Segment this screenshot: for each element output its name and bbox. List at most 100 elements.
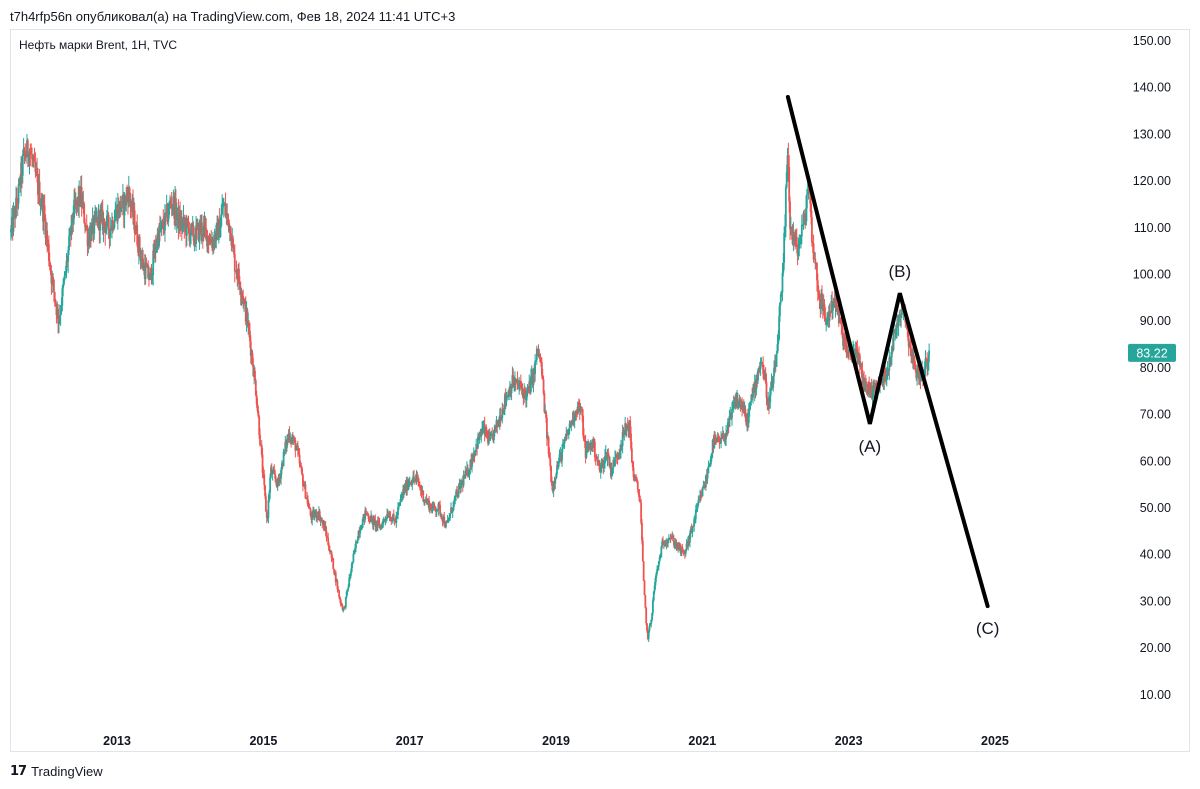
candle-body [306, 497, 309, 500]
candle-body [769, 390, 772, 396]
candle-body [443, 516, 446, 526]
candle-body [246, 309, 249, 327]
tradingview-footer[interactable]: 𝟭𝟳 TradingView [10, 763, 103, 779]
candle-body [266, 517, 269, 519]
candle-body [480, 434, 483, 437]
candle-body [435, 511, 438, 513]
candle-body [114, 213, 117, 221]
candle-body [111, 220, 114, 230]
candle-body [915, 370, 918, 378]
candle-body [530, 376, 532, 392]
candle-body [460, 482, 462, 489]
chart-symbol-label[interactable]: Нефть марки Brent, 1H, TVC [19, 38, 178, 52]
candle-body [453, 499, 456, 502]
candle-body [556, 465, 558, 475]
candle-body [181, 222, 184, 229]
candle-body [759, 361, 762, 370]
candle-body [392, 514, 395, 519]
candle-body [265, 496, 267, 512]
candle-body [49, 265, 52, 272]
candle-body [699, 495, 701, 501]
candle-body [270, 467, 273, 475]
candle-body [342, 608, 345, 610]
candle-body [646, 623, 648, 631]
candle-body [243, 300, 246, 302]
candle-body [481, 428, 484, 435]
candle-body [175, 215, 178, 221]
candle-body [811, 217, 813, 243]
candle-body [518, 385, 521, 387]
time-tick-label: 2015 [249, 734, 277, 748]
candle-body [604, 455, 606, 464]
candle-body [835, 295, 838, 311]
price-tick-label: 110.00 [1134, 221, 1171, 235]
candle-body [638, 494, 641, 501]
candle-body [202, 225, 205, 237]
candle-body [761, 361, 764, 365]
candle-body [52, 276, 54, 281]
candle-body [655, 573, 658, 579]
price-tick-label: 90.00 [1140, 314, 1171, 328]
candle-body [781, 272, 784, 293]
candle-body [264, 485, 266, 497]
candle-body [667, 539, 670, 541]
candle-body [276, 478, 279, 487]
candle-body [541, 375, 544, 380]
candle-body [870, 385, 873, 399]
tradingview-brand: TradingView [31, 763, 103, 779]
candle-body [438, 503, 441, 505]
candle-body [652, 600, 654, 613]
candle-body [594, 457, 597, 459]
candle-body [221, 206, 224, 215]
candle-body [817, 289, 820, 299]
candle-body [220, 214, 223, 226]
candle-body [38, 181, 41, 205]
candle-body [387, 516, 390, 518]
candle-body [344, 607, 346, 609]
candle-body [630, 448, 633, 463]
candle-body [183, 216, 186, 226]
candle-body [713, 437, 716, 449]
candle-body [810, 203, 812, 218]
candle-body [328, 550, 331, 553]
candle-body [352, 553, 355, 562]
candle-body [171, 205, 174, 207]
candle-body [333, 568, 335, 574]
candle-body [630, 433, 632, 449]
candle-body [537, 348, 540, 356]
candle-body [105, 226, 107, 233]
candle-body [637, 489, 640, 495]
candle-body [29, 151, 32, 154]
candle-body [596, 459, 599, 462]
candle-body [575, 411, 578, 414]
candle-body [345, 591, 348, 597]
candle-body [462, 476, 465, 486]
candle-body [913, 357, 916, 366]
candle-body [691, 526, 694, 533]
candle-body [752, 390, 754, 398]
candle-body [737, 402, 740, 408]
candle-body [626, 424, 629, 428]
candle-body [631, 462, 634, 468]
candle-body [413, 476, 415, 480]
candle-body [15, 197, 17, 218]
price-tick-label: 70.00 [1140, 408, 1171, 422]
candle-body [695, 509, 698, 511]
candle-body [186, 218, 189, 224]
candle-body [574, 411, 577, 420]
candle-body [489, 435, 492, 439]
candle-body [828, 311, 831, 321]
candle-body [434, 508, 437, 512]
candle-body [563, 439, 566, 444]
candle-body [23, 148, 26, 154]
candle-body [543, 393, 546, 413]
candle-body [226, 213, 229, 215]
candle-body [46, 230, 49, 242]
candle-body [552, 482, 555, 492]
candle-body [735, 399, 738, 407]
candle-body [474, 449, 477, 456]
candle-body [280, 463, 283, 470]
candle-body [318, 511, 321, 521]
candle-body [454, 496, 457, 500]
